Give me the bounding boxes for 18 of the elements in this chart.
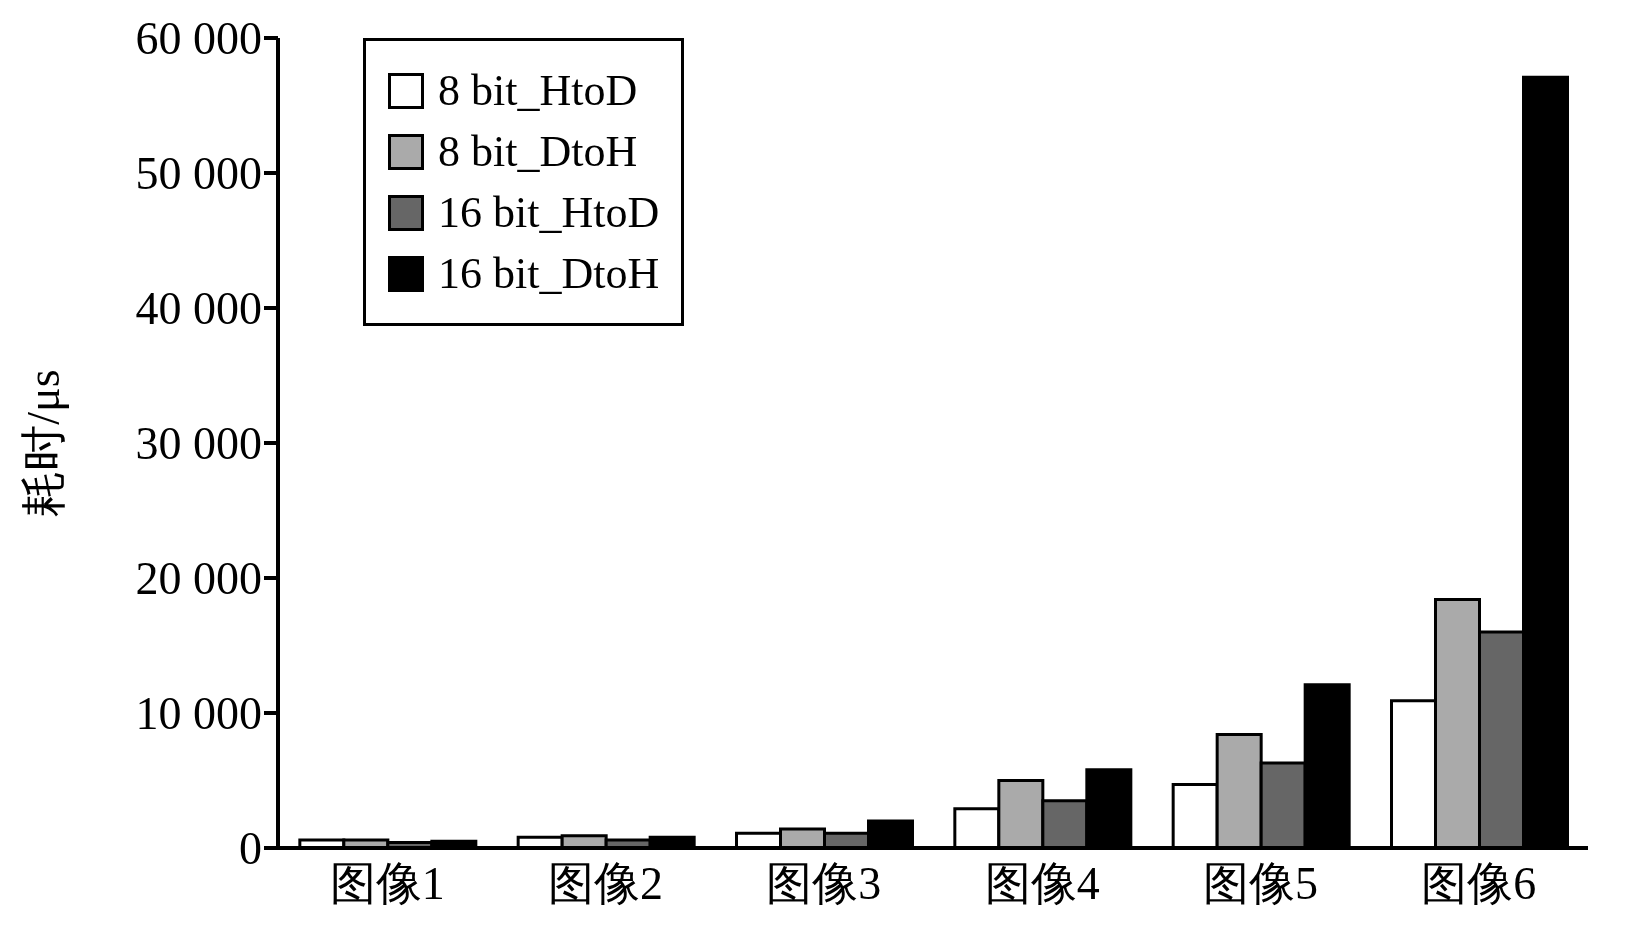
y-tick-label: 10 000 <box>135 688 262 740</box>
legend-label: 16 bit_HtoD <box>438 187 660 238</box>
y-tick-label: 30 000 <box>135 418 262 470</box>
x-tick-label: 图像2 <box>548 857 663 909</box>
y-tick-label: 20 000 <box>135 553 262 605</box>
y-axis-title: 耗时/μs <box>18 369 70 517</box>
y-tick-label: 60 000 <box>135 13 262 65</box>
x-tick-label: 图像1 <box>329 857 445 909</box>
y-tick-label: 40 000 <box>135 283 262 335</box>
y-tick-label: 50 000 <box>135 148 262 200</box>
y-tick-label: 0 <box>239 823 262 875</box>
legend-label: 16 bit_DtoH <box>438 248 660 299</box>
x-tick-label: 图像6 <box>1421 857 1537 909</box>
legend-label: 8 bit_HtoD <box>438 65 638 116</box>
legend-label: 8 bit_DtoH <box>438 126 638 177</box>
x-tick-label: 图像4 <box>984 857 1100 909</box>
x-tick-label: 图像5 <box>1203 857 1318 909</box>
x-tick-label: 图像3 <box>766 857 882 909</box>
